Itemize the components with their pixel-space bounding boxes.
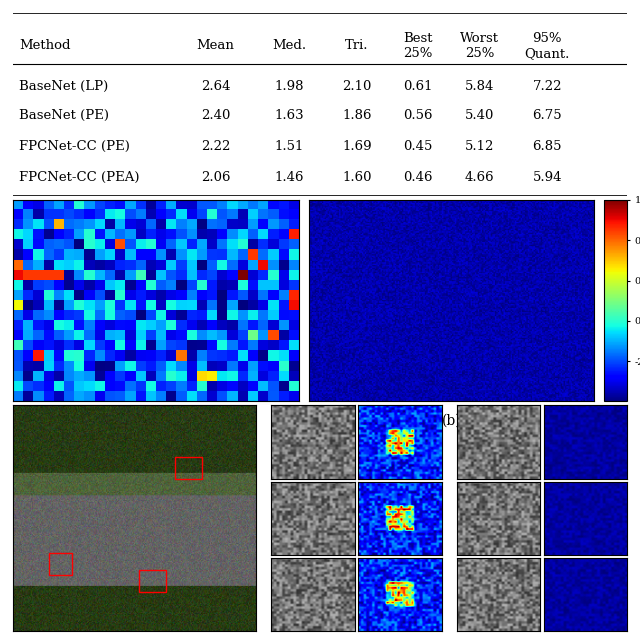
Text: 7.22: 7.22 xyxy=(532,80,562,93)
Text: 1.46: 1.46 xyxy=(275,171,304,184)
Text: 1.69: 1.69 xyxy=(342,140,372,153)
Text: FPCNet-CC (PEA): FPCNet-CC (PEA) xyxy=(19,171,140,184)
Text: 5.12: 5.12 xyxy=(465,140,495,153)
Text: 95%
Quant.: 95% Quant. xyxy=(525,32,570,60)
Text: 2.40: 2.40 xyxy=(201,109,230,122)
Text: BaseNet (LP): BaseNet (LP) xyxy=(19,80,108,93)
Text: 2.10: 2.10 xyxy=(342,80,372,93)
Text: 0.61: 0.61 xyxy=(404,80,433,93)
Bar xyxy=(140,569,166,592)
Text: Tri.: Tri. xyxy=(345,39,369,52)
Text: FPCNet-CC (PE): FPCNet-CC (PE) xyxy=(19,140,130,153)
Text: 1.98: 1.98 xyxy=(275,80,304,93)
Text: 5.84: 5.84 xyxy=(465,80,495,93)
Text: 1.86: 1.86 xyxy=(342,109,372,122)
Bar xyxy=(175,457,202,479)
Text: BaseNet (PE): BaseNet (PE) xyxy=(19,109,109,122)
Text: 6.85: 6.85 xyxy=(532,140,562,153)
Text: 1.63: 1.63 xyxy=(275,109,304,122)
Bar xyxy=(49,553,72,575)
Text: Mean: Mean xyxy=(196,39,234,52)
Text: 0.46: 0.46 xyxy=(404,171,433,184)
Text: 5.94: 5.94 xyxy=(532,171,562,184)
Text: 5.40: 5.40 xyxy=(465,109,495,122)
Text: 2.64: 2.64 xyxy=(201,80,230,93)
Text: 1.51: 1.51 xyxy=(275,140,304,153)
Text: 2.22: 2.22 xyxy=(201,140,230,153)
Text: (b): (b) xyxy=(442,413,461,428)
Text: 4.66: 4.66 xyxy=(465,171,495,184)
Text: Method: Method xyxy=(19,39,70,52)
Text: 6.75: 6.75 xyxy=(532,109,562,122)
Text: 2.06: 2.06 xyxy=(201,171,230,184)
Text: Med.: Med. xyxy=(272,39,307,52)
Text: 0.45: 0.45 xyxy=(404,140,433,153)
Text: Worst
25%: Worst 25% xyxy=(460,32,499,60)
Text: Best
25%: Best 25% xyxy=(404,32,433,60)
Text: 1.60: 1.60 xyxy=(342,171,372,184)
Text: (a): (a) xyxy=(146,413,165,428)
Text: 0.56: 0.56 xyxy=(404,109,433,122)
